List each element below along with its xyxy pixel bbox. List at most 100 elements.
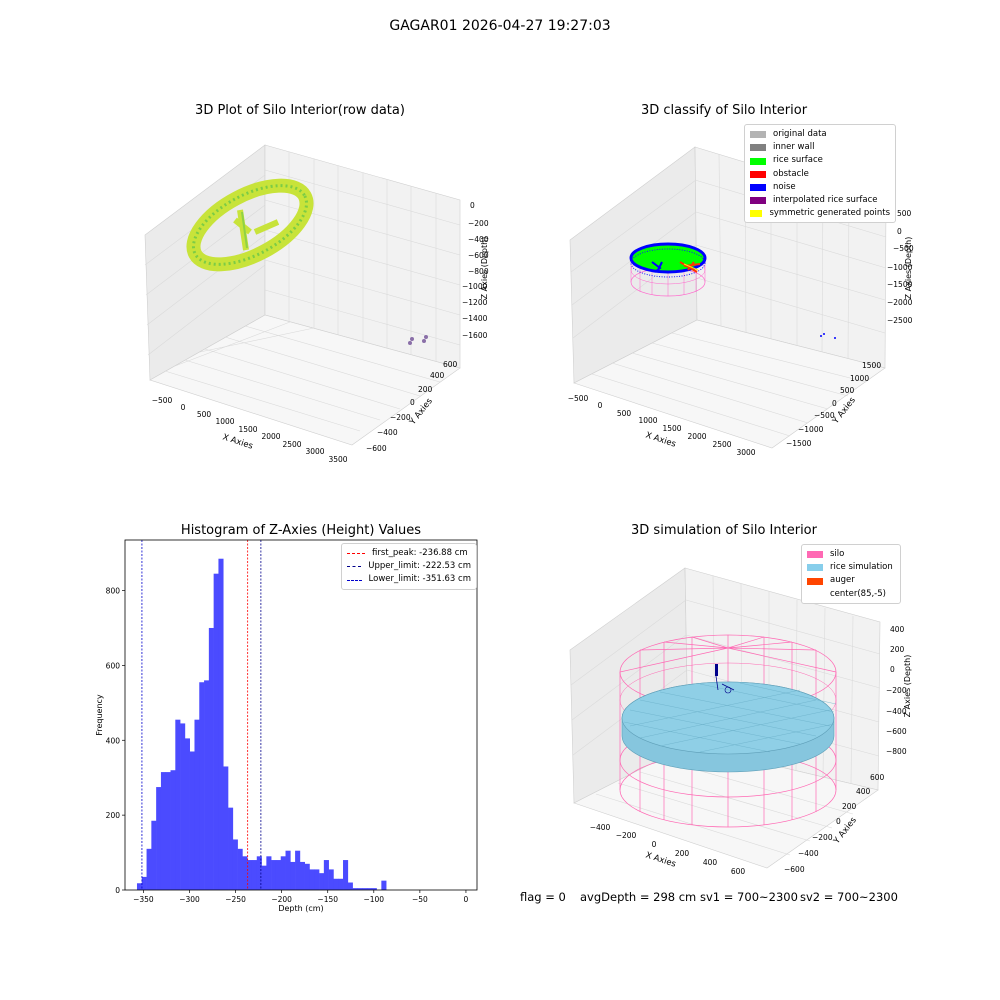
panel2-ztick: −2500 [887, 316, 913, 325]
histogram-bar [280, 856, 286, 890]
histogram-bar [266, 856, 272, 890]
legend-swatch [807, 551, 823, 559]
panel4-xtick: 600 [731, 867, 746, 876]
legend-line [347, 553, 365, 555]
panel4-ytick: −200 [812, 833, 833, 842]
panel2-ztick: 500 [897, 209, 912, 218]
legend-swatch [750, 210, 763, 218]
panel4-ytick: 400 [856, 787, 871, 796]
panel4-ztick: −800 [886, 747, 907, 756]
panel1-ytick: 400 [430, 371, 445, 380]
panel4-xtick: −200 [616, 831, 637, 840]
histogram-xtick-label: 0 [464, 895, 469, 904]
panel4-xlabel: X Axies [644, 850, 677, 869]
histogram-xtick-label: −50 [412, 895, 428, 904]
histogram-bar [347, 882, 353, 890]
panel2-ytick: −1000 [798, 425, 824, 434]
footer-avg-depth: avgDepth = 298 cm [580, 890, 697, 904]
legend-label: original data [773, 129, 827, 139]
panel1-ztick: 0 [470, 201, 475, 210]
panel4-xtick: 0 [652, 840, 657, 849]
panel4-ztick: −200 [886, 686, 907, 695]
histogram-bar [343, 860, 349, 890]
panel2-far-points [820, 333, 836, 339]
legend-item: obstacle [750, 168, 890, 181]
histogram-bar [141, 876, 147, 890]
panel1-xtick: 2500 [282, 440, 301, 449]
histogram-bar [208, 627, 214, 890]
footer-sv2: sv2 = 700~2300 [800, 890, 898, 904]
legend-label: rice surface [773, 155, 823, 166]
panel4-yticks: −600 −400 −200 0 200 400 600 [784, 773, 885, 874]
legend-label: noise [773, 181, 796, 192]
panel1-xtick: −500 [152, 396, 173, 405]
histogram-bar [199, 682, 205, 890]
panel2-legend: original data inner wall rice surface ob… [744, 124, 896, 224]
panel4-ytick: 0 [836, 817, 841, 826]
panel1-ztick: −1000 [462, 282, 488, 291]
legend-item: inner wall [750, 141, 890, 154]
histogram-ylabel: Frequency [95, 694, 104, 736]
panel4-zticks: 400 200 0 −200 −400 −600 −800 [886, 625, 907, 756]
histogram-bar [160, 772, 167, 890]
histogram-vlines [141, 540, 262, 890]
histogram-frame [124, 539, 478, 891]
panel1-xtick: 3000 [305, 447, 324, 456]
legend-item: center(85,-5) [807, 588, 895, 601]
histogram-bar [290, 861, 296, 890]
histogram-bar [371, 888, 377, 890]
panel2-zticks: 500 0 −500 −1000 −1500 −2000 −2500 [887, 209, 914, 325]
panel1-xtick: 500 [197, 410, 212, 419]
panel2-ytick: −1500 [786, 439, 812, 448]
histogram-xtick-label: −250 [225, 895, 246, 904]
histogram-xtick-label: −350 [133, 895, 154, 904]
legend-swatch [750, 131, 766, 139]
histogram-bar [194, 719, 200, 890]
panel2-xtick: 0 [598, 401, 603, 410]
legend-item: silo [807, 548, 895, 561]
panel4-ztick: 0 [890, 665, 895, 674]
panel1-ztick: −600 [468, 251, 489, 260]
legend-swatch [750, 144, 766, 152]
panel2-ytick: 1500 [862, 361, 881, 370]
panel1-yticks: −600 −400 −200 0 200 400 600 [366, 360, 458, 453]
legend-swatch [750, 197, 766, 205]
legend-swatch [807, 564, 823, 572]
panel4-ytick: 600 [870, 773, 885, 782]
histogram-bar [213, 573, 219, 890]
legend-swatch [750, 183, 766, 191]
panel2-ztick: −500 [893, 244, 914, 253]
histogram-bar [228, 807, 234, 890]
legend-item: noise [750, 181, 890, 194]
histogram-xlabel: Depth (cm) [278, 904, 323, 913]
histogram-bar [184, 738, 190, 890]
panel1-xtick: 3500 [328, 455, 347, 464]
panel4-ytick: 200 [842, 802, 857, 811]
panel1-ztick: −400 [468, 235, 489, 244]
histogram-xtick-label: −100 [363, 895, 384, 904]
histogram-bar [165, 772, 171, 890]
legend-label: symmetric generated points [769, 208, 890, 219]
panel1-ytick: 0 [410, 398, 415, 407]
histogram-bar [381, 880, 387, 890]
legend-item: Upper_limit: -222.53 cm [347, 560, 471, 573]
histogram-bar [242, 856, 248, 890]
legend-label: auger [830, 575, 855, 586]
histogram-bar [237, 848, 243, 890]
panel2-xtick: 2500 [712, 440, 731, 449]
legend-swatch [750, 170, 766, 178]
histogram-xtick-label: −300 [179, 895, 200, 904]
panel4-xticks: −400 −200 0 200 400 600 [590, 823, 746, 876]
histogram-bar [218, 558, 224, 890]
histogram-bar [146, 848, 152, 890]
histogram-bar [251, 860, 258, 890]
histogram-bar [323, 860, 329, 890]
legend-item: Lower_limit: -351.63 cm [347, 573, 471, 586]
panel1-axes-box [144, 144, 461, 446]
panel1-xticks: −500 0 500 1000 1500 2000 2500 3000 3500 [152, 396, 348, 464]
histogram-bar [304, 863, 310, 890]
histogram-yticks: 0 200 400 600 800 [106, 587, 125, 895]
panel1-xtick: 1500 [238, 425, 257, 434]
panel1-zticks: 0 −200 −400 −600 −800 −1000 −1200 −1400 … [462, 201, 489, 340]
